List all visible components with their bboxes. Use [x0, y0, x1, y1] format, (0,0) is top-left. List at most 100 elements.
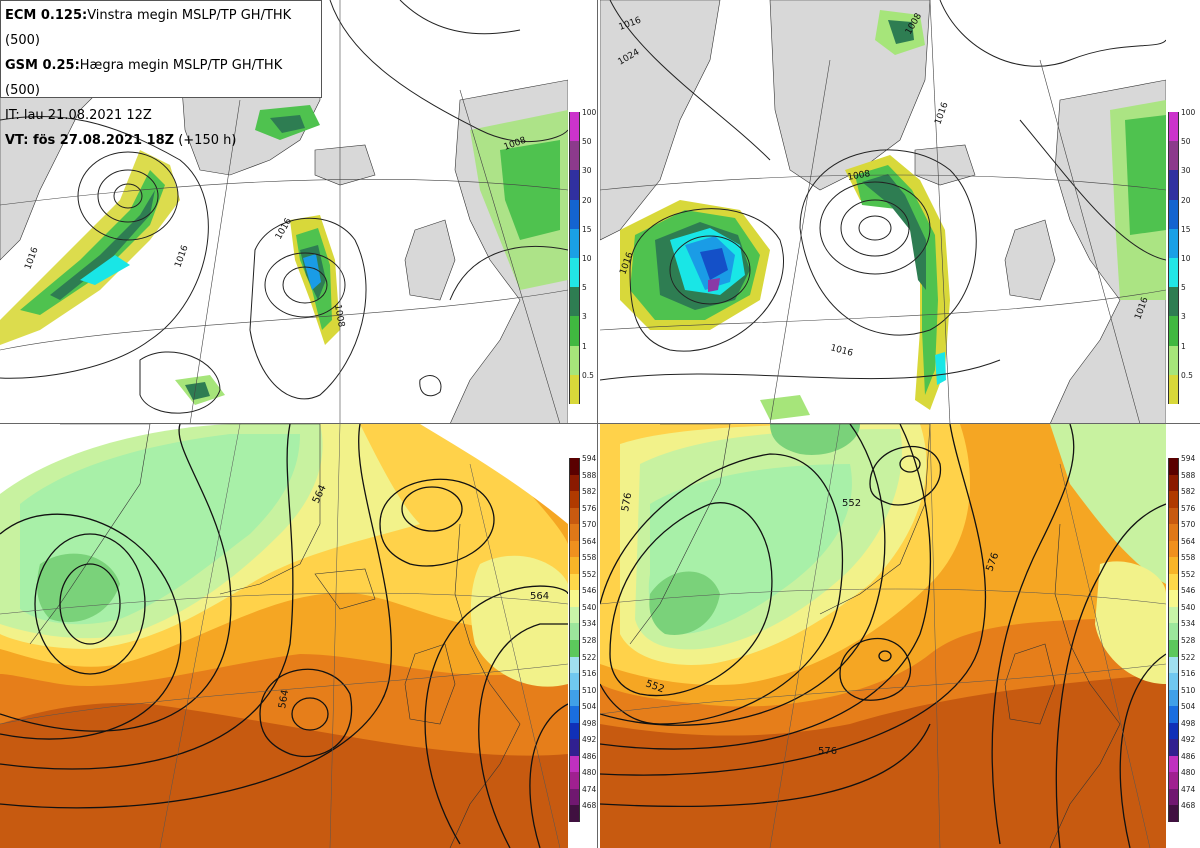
- gsm-model-line: GSM 0.25:Hægra megin MSLP/TP GH/THK (500…: [5, 53, 317, 103]
- thickness-scale-label: 570: [1181, 520, 1196, 530]
- thickness-scale-label: 552: [582, 569, 597, 579]
- thickness-scale-swatch: [569, 491, 580, 509]
- gh-contour-label: 564: [530, 591, 549, 602]
- thickness-scale-label: 492: [1181, 735, 1196, 745]
- precip-scale-swatch: [1168, 287, 1179, 317]
- precip-scale-label: 3: [1181, 312, 1186, 322]
- thickness-scale-swatch: [1168, 623, 1179, 641]
- thickness-scale-label: 558: [1181, 553, 1196, 563]
- valid-time-line: VT: fös 27.08.2021 18Z (+150 h): [5, 128, 317, 153]
- thickness-scale-swatch: [1168, 673, 1179, 691]
- thickness-scale-label: 504: [1181, 702, 1196, 712]
- precip-scale-swatch: [1168, 228, 1179, 259]
- precip-scale-swatch: [569, 258, 580, 288]
- gh-contour-label: 564: [277, 689, 291, 710]
- thickness-scale-label: 504: [582, 702, 597, 712]
- precip-scale-swatch: [569, 112, 580, 142]
- thickness-scale-swatch: [1168, 656, 1179, 674]
- precip-colorbar-right: 100 50 30 20 15 10 5 3 1 0.5: [1168, 109, 1200, 405]
- thickness-scale-swatch: [1168, 557, 1179, 575]
- gsm-model-name: GSM 0.25:: [5, 58, 80, 73]
- ecm-model-name: ECM 0.125:: [5, 8, 88, 23]
- thickness-scale-label: 588: [582, 470, 597, 480]
- thickness-scale-swatch: [569, 573, 580, 591]
- thickness-scale-label: 558: [582, 553, 597, 563]
- thickness-scale-label: 564: [1181, 536, 1196, 546]
- thickness-scale-swatch: [1168, 805, 1179, 823]
- thickness-scale-swatch: [569, 805, 580, 823]
- precip-scale-swatch: [569, 141, 580, 171]
- ecm-model-line: ECM 0.125:Vinstra megin MSLP/TP GH/THK (…: [5, 3, 317, 53]
- thickness-scale-label: 582: [1181, 487, 1196, 497]
- precip-scale-label: 0.5: [582, 370, 594, 380]
- thickness-scale-swatch: [1168, 524, 1179, 542]
- thickness-scale-label: 534: [1181, 619, 1196, 629]
- thickness-scale-swatch: [1168, 507, 1179, 525]
- thickness-scale-swatch: [569, 474, 580, 492]
- thickness-scale-label: 516: [1181, 669, 1196, 679]
- thickness-scale-label: 480: [582, 768, 597, 778]
- thickness-scale-label: 540: [1181, 602, 1196, 612]
- thickness-scale-swatch: [1168, 772, 1179, 790]
- thickness-scale-swatch: [569, 524, 580, 542]
- thickness-scale-label: 594: [1181, 454, 1196, 463]
- precip-scale-label: 50: [1181, 137, 1191, 147]
- thickness-colorbar-right: 594 588 582 576 570 564 558 552 546 540 534 528 522 5…: [1168, 454, 1200, 823]
- precip-scale-label: 5: [582, 283, 587, 293]
- precip-scale-label: 20: [1181, 195, 1191, 205]
- thickness-scale-label: 522: [582, 652, 597, 662]
- precip-scale-swatch: [1168, 258, 1179, 288]
- panel-divider-horizontal: [0, 423, 1200, 424]
- thickness-scale-swatch: [1168, 606, 1179, 624]
- thickness-scale-label: 498: [1181, 718, 1196, 728]
- thickness-scale-label: 576: [1181, 503, 1196, 513]
- thickness-scale-label: 576: [582, 503, 597, 513]
- precip-scale-swatch: [569, 287, 580, 317]
- precip-scale-swatch: [1168, 141, 1179, 171]
- thickness-scale-label: 528: [582, 636, 597, 645]
- panel-divider-vertical: [597, 0, 598, 848]
- thickness-scale-swatch: [1168, 590, 1179, 608]
- thickness-scale-swatch: [1168, 706, 1179, 724]
- thickness-scale-label: 474: [582, 784, 597, 794]
- thickness-scale-swatch: [1168, 540, 1179, 558]
- precip-scale-label: 10: [582, 254, 592, 263]
- thickness-scale-swatch: [569, 606, 580, 624]
- precip-scale-label: 1: [582, 341, 587, 351]
- thickness-scale-label: 486: [582, 751, 597, 761]
- thickness-scale-label: 552: [1181, 569, 1196, 579]
- thickness-scale-label: 486: [1181, 751, 1196, 761]
- isobar-label: 1008: [332, 304, 346, 329]
- gh-contour-label: 552: [842, 498, 861, 509]
- thickness-scale-swatch: [1168, 640, 1179, 658]
- thickness-scale-swatch: [1168, 788, 1179, 806]
- thickness-scale-label: 534: [582, 619, 597, 629]
- precip-scale-swatch: [569, 199, 580, 230]
- thickness-scale-swatch: [1168, 755, 1179, 773]
- gsm-model-desc: Hægra megin MSLP/TP GH/THK (500): [5, 58, 283, 98]
- precip-scale-swatch: [569, 345, 580, 376]
- chart-info-header: ECM 0.125:Vinstra megin MSLP/TP GH/THK (…: [0, 0, 322, 148]
- precip-scale-swatch: [1168, 170, 1179, 201]
- precip-scale-swatch: [1168, 316, 1179, 347]
- thickness-scale-label: 528: [1181, 636, 1196, 645]
- thickness-scale-swatch: [569, 755, 580, 773]
- thickness-scale-label: 510: [1181, 685, 1196, 695]
- precip-scale-label: 0.5: [1181, 370, 1193, 380]
- precip-colorbar-left: 100 50 30 20 15 10 5 3 1 0.5: [569, 109, 603, 405]
- precip-scale-label: 15: [1181, 224, 1191, 234]
- thickness-scale-label: 582: [582, 487, 597, 497]
- ecm-gh-thickness-map: 564 564 564: [0, 424, 568, 848]
- thickness-scale-swatch: [569, 540, 580, 558]
- thickness-scale-swatch: [1168, 474, 1179, 492]
- thickness-scale-swatch: [1168, 722, 1179, 740]
- thickness-scale-swatch: [569, 623, 580, 641]
- thickness-scale-label: 570: [582, 520, 597, 530]
- thickness-scale-swatch: [1168, 573, 1179, 591]
- thickness-scale-swatch: [569, 557, 580, 575]
- thickness-scale-label: 516: [582, 669, 597, 679]
- thickness-scale-swatch: [569, 788, 580, 806]
- precip-scale-label: 50: [582, 137, 592, 147]
- precip-scale-swatch: [569, 170, 580, 201]
